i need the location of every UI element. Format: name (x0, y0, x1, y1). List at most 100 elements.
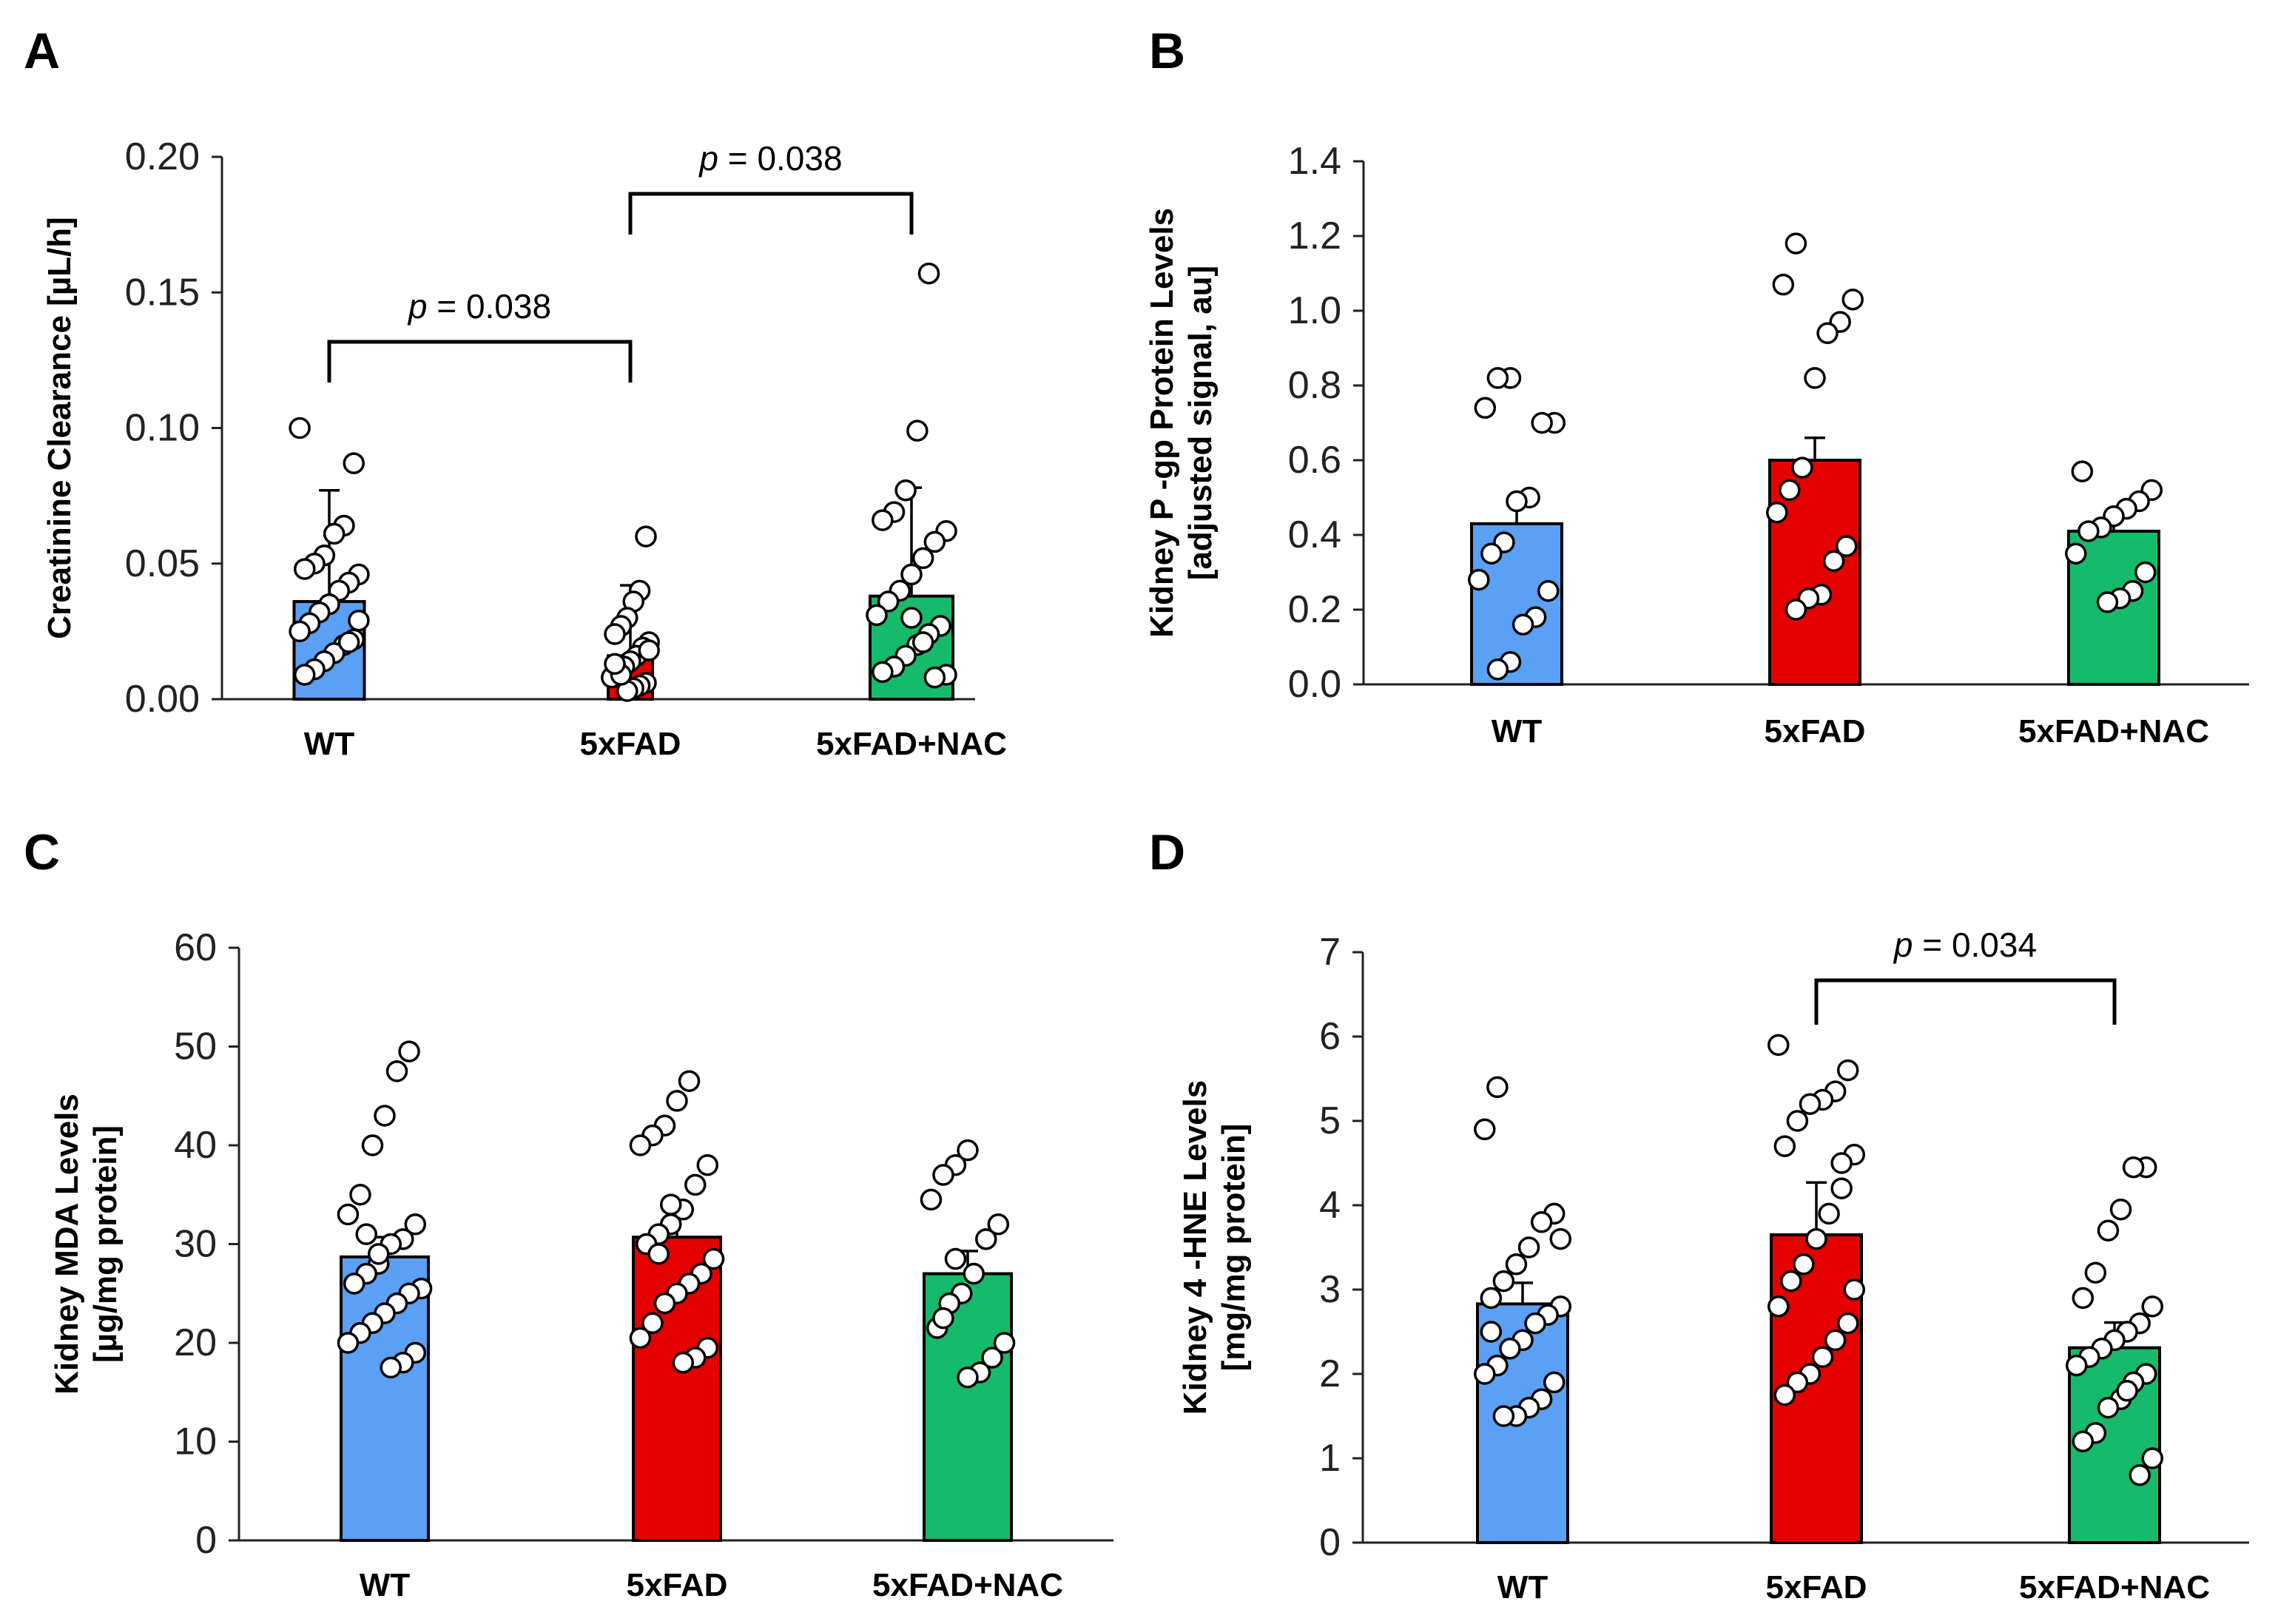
p-value-text: = 0.038 (428, 287, 552, 326)
y-tick-label: 6 (1319, 1015, 1341, 1058)
y-tick-label: 30 (174, 1223, 217, 1266)
y-tick-label: 3 (1319, 1268, 1341, 1311)
y-tick-label: 2 (1319, 1352, 1341, 1395)
data-point (1537, 580, 1560, 602)
data-point (2129, 1464, 2151, 1486)
x-category-label: WT (1492, 713, 1543, 749)
data-point (641, 1312, 664, 1335)
data-point (923, 666, 946, 689)
x-category-label: WT (1497, 1569, 1549, 1606)
data-point (1816, 322, 1839, 345)
data-point (1786, 1371, 1809, 1394)
y-axis-label: Kidney P -gp Protein Levels[adjusted sig… (1144, 208, 1219, 638)
data-point (1785, 232, 1807, 255)
y-axis-label: Creatinine Clearance [µL/h] (41, 217, 78, 639)
y-tick-label: 0.6 (1288, 439, 1341, 482)
data-point (944, 1247, 967, 1270)
data-point (1480, 1287, 1503, 1310)
data-point (1768, 1034, 1790, 1057)
data-point (1843, 1278, 1865, 1301)
data-point (2141, 1447, 2163, 1469)
data-point (2072, 1287, 2095, 1310)
y-axis-label-line: [adjusted signal, au] (1182, 266, 1219, 580)
y-axis-label-line: [µg/mg protein] (87, 1125, 124, 1363)
data-point (1474, 1118, 1496, 1141)
data-point (343, 452, 365, 474)
x-category-label: WT (360, 1567, 411, 1603)
y-tick-label: 0.10 (125, 407, 200, 450)
x-category-label: 5xFAD+NAC (2018, 713, 2209, 749)
data-point (1480, 1321, 1503, 1343)
y-tick-label: 0.05 (125, 542, 200, 585)
data-point (337, 1203, 360, 1226)
data-point (374, 1105, 396, 1127)
data-point (1824, 1329, 1847, 1352)
data-point (2096, 591, 2119, 613)
data-point (294, 558, 316, 580)
y-axis-label-line: Kidney P -gp Protein Levels (1144, 208, 1180, 638)
x-category-label: 5xFAD (580, 726, 681, 762)
p-value-text: = 0.034 (1913, 926, 2038, 964)
y-tick-label: 5 (1319, 1099, 1341, 1142)
data-point (1780, 1270, 1802, 1293)
y-tick-label: 0.0 (1288, 663, 1341, 706)
data-point (398, 1040, 420, 1062)
data-point (702, 1247, 725, 1270)
data-point (2071, 460, 2094, 482)
data-point (385, 1060, 408, 1082)
data-point (1811, 1346, 1834, 1368)
p-symbol: p (698, 139, 718, 178)
chart-panel-a: A 0.00 0.05 0.10 0.15 0.20 Creatinine Clearanc… (24, 23, 1007, 762)
data-point (932, 1307, 954, 1330)
data-point (696, 1153, 719, 1176)
panel-label: B (1149, 23, 1185, 79)
significance-bracket (1814, 978, 2117, 1025)
data-point (380, 1356, 402, 1379)
p-symbol: p (1893, 926, 1913, 964)
data-point (1768, 1296, 1790, 1318)
data-point (1480, 542, 1503, 565)
data-point (877, 590, 900, 613)
y-tick-label: 0.8 (1288, 364, 1341, 407)
data-point (1486, 1076, 1509, 1099)
data-point (355, 1223, 377, 1245)
data-point (1793, 1253, 1815, 1276)
data-point (1474, 1363, 1496, 1385)
data-point (1531, 411, 1553, 434)
y-tick-label: 0.00 (125, 678, 200, 721)
data-point (343, 1273, 365, 1295)
panel-label: D (1149, 824, 1185, 880)
data-point (647, 1243, 670, 1265)
data-point (1836, 1059, 1859, 1082)
data-point (1786, 1110, 1809, 1132)
y-tick-label: 1.0 (1288, 289, 1341, 332)
data-point (900, 607, 923, 629)
p-value-text: = 0.038 (718, 139, 843, 178)
x-category-label: 5xFAD (1765, 713, 1866, 749)
data-point (2097, 1396, 2120, 1419)
data-point (367, 1243, 390, 1265)
data-point (337, 631, 360, 653)
data-point (957, 1366, 979, 1389)
data-point (337, 1332, 360, 1354)
data-point (1785, 599, 1807, 621)
data-point (1804, 367, 1826, 389)
data-point (684, 1173, 707, 1196)
data-point (666, 1090, 688, 1112)
data-point (1492, 1405, 1515, 1427)
y-axis-label: Kidney MDA Levels[µg/mg protein] (49, 1094, 124, 1395)
data-point (604, 623, 626, 645)
y-axis-label-line: Kidney MDA Levels (49, 1094, 85, 1395)
data-point (672, 1351, 695, 1374)
x-category-label: WT (304, 726, 355, 762)
data-point (993, 1332, 1016, 1354)
y-tick-label: 0 (1319, 1521, 1341, 1564)
data-point (1468, 568, 1490, 591)
data-point (2141, 1296, 2163, 1318)
y-tick-label: 10 (174, 1421, 217, 1463)
data-point (1791, 456, 1813, 479)
data-point (1830, 1152, 1853, 1174)
data-point (1524, 1312, 1546, 1335)
y-tick-label: 50 (174, 1025, 217, 1068)
